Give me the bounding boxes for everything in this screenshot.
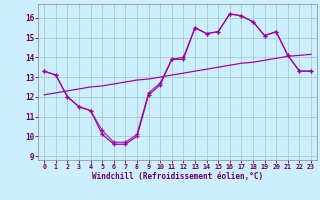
X-axis label: Windchill (Refroidissement éolien,°C): Windchill (Refroidissement éolien,°C) <box>92 172 263 181</box>
